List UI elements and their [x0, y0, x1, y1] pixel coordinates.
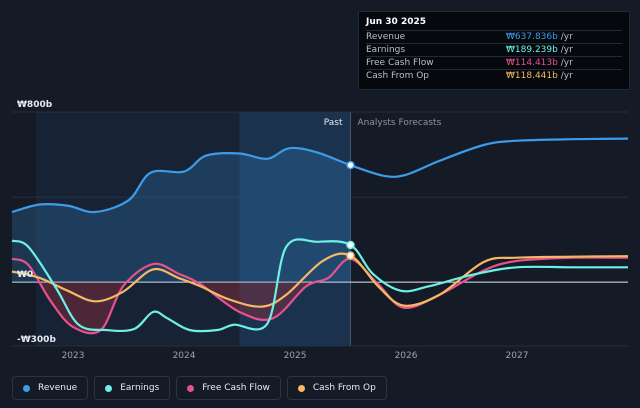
tooltip-value: ₩118.441b [506, 71, 558, 81]
earnings-line [11, 238, 629, 333]
past-shade [36, 112, 351, 346]
forecast-label: Analysts Forecasts [358, 118, 442, 128]
legend-item-revenue[interactable]: Revenue [12, 376, 89, 400]
tooltip-value: ₩637.836b [506, 32, 558, 42]
tooltip-value: ₩114.413b [506, 58, 558, 68]
tooltip-unit: /yr [557, 45, 573, 55]
y-tick-label: ₩800b [17, 100, 53, 110]
revenue-marker [346, 160, 355, 170]
tooltip-label: Revenue [366, 32, 406, 42]
legend-item-earnings[interactable]: Earnings [94, 376, 171, 400]
x-tick-label: 2027 [506, 351, 529, 361]
tooltip-row-earnings: Earnings ₩189.239b /yr [366, 43, 622, 56]
revenue-area [12, 147, 351, 283]
legend-label: Earnings [120, 383, 160, 393]
cash-from-op-marker [346, 251, 355, 260]
y-tick-label: ₩0 [17, 270, 33, 280]
tooltip-unit: /yr [557, 71, 573, 81]
legend-label: Cash From Op [312, 383, 376, 393]
legend-dot-icon [105, 384, 113, 392]
legend-item-free-cash-flow[interactable]: Free Cash Flow [176, 376, 281, 400]
past-label: Past [324, 118, 343, 128]
legend-dot-icon [187, 384, 195, 392]
negative-cashflow-area [12, 282, 351, 334]
tooltip-unit: /yr [557, 32, 573, 42]
y-tick-label: -₩300b [17, 335, 56, 345]
revenue-line [11, 137, 629, 214]
x-tick-label: 2023 [62, 351, 85, 361]
tooltip-row-free-cash-flow: Free Cash Flow ₩114.413b /yr [366, 56, 622, 69]
tooltip-label: Cash From Op [366, 71, 430, 81]
tooltip-label: Free Cash Flow [366, 58, 434, 68]
tooltip-row-cash-from-op: Cash From Op ₩118.441b /yr [366, 69, 622, 82]
tooltip-date: Jun 30 2025 [366, 17, 427, 27]
legend-item-cash-from-op[interactable]: Cash From Op [286, 376, 387, 400]
tooltip-row-revenue: Revenue ₩637.836b /yr [366, 30, 622, 43]
x-tick-label: 2024 [173, 351, 196, 361]
legend-label: Revenue [38, 383, 78, 393]
tooltip-panel: Jun 30 2025 Revenue ₩637.836b /yr Earnin… [358, 11, 630, 90]
tooltip-label: Earnings [366, 45, 406, 55]
legend-dot-icon [297, 384, 305, 392]
legend-label: Free Cash Flow [202, 383, 270, 393]
tooltip-value: ₩189.239b [506, 45, 558, 55]
x-tick-label: 2026 [395, 351, 418, 361]
legend-dot-icon [23, 384, 30, 392]
tooltip-unit: /yr [557, 58, 573, 68]
legend: Revenue Earnings Free Cash Flow Cash Fro… [12, 376, 387, 400]
free-cash-flow-line [11, 256, 629, 335]
x-tick-label: 2025 [284, 351, 307, 361]
earnings-marker [346, 240, 355, 250]
